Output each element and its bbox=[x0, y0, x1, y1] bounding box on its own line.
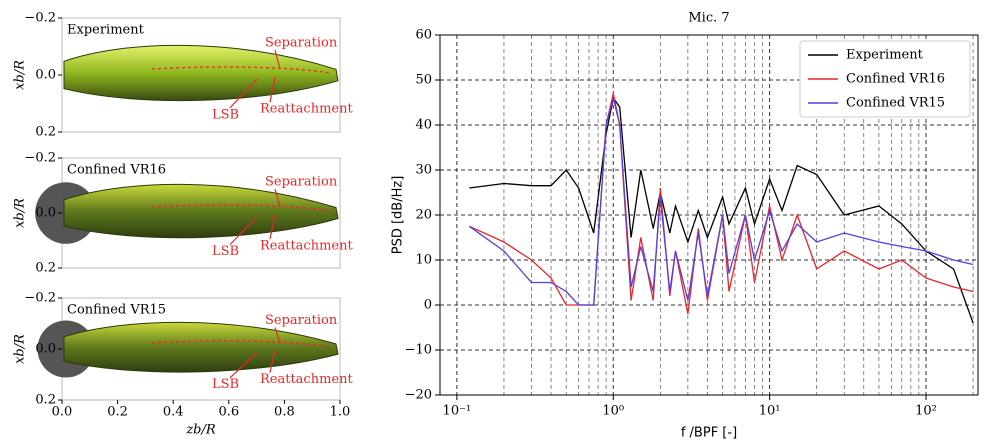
y-axis-label: xb/R bbox=[13, 60, 28, 90]
blade-surface bbox=[63, 183, 339, 239]
y-tick-label: 0.2 bbox=[35, 393, 56, 408]
y-tick-label: 50 bbox=[415, 73, 432, 88]
y-tick-label: 20 bbox=[415, 208, 432, 223]
x-tick-label: 10⁻¹ bbox=[443, 404, 472, 419]
annotation: LSB bbox=[212, 244, 239, 259]
legend-box bbox=[799, 40, 971, 118]
y-tick-label: −0.2 bbox=[24, 11, 56, 26]
annotation-arrow bbox=[229, 352, 258, 379]
annotation: LSB bbox=[212, 107, 239, 122]
y-tick-label: −10 bbox=[405, 343, 432, 358]
y-tick-label: 0.0 bbox=[35, 206, 56, 221]
annotation-arrow bbox=[269, 350, 276, 373]
blade-surface bbox=[63, 321, 339, 373]
y-tick-label: 0 bbox=[424, 298, 432, 313]
series-line bbox=[469, 93, 974, 315]
chart-title: Mic. 7 bbox=[688, 11, 729, 26]
y-tick-label: 30 bbox=[415, 163, 432, 178]
x-tick-label: 1.0 bbox=[330, 405, 351, 420]
x-axis-label: zb/R bbox=[185, 423, 216, 438]
annotation-arrow bbox=[269, 214, 276, 240]
x-tick-label: 0.4 bbox=[163, 405, 184, 420]
annotation: Reattachment bbox=[260, 372, 353, 387]
annotation-arrow bbox=[274, 189, 281, 208]
annotation-arrow bbox=[274, 327, 281, 344]
series-line bbox=[469, 96, 974, 324]
annotation-arrow bbox=[229, 216, 258, 245]
panel-title: Experiment bbox=[67, 23, 145, 38]
annotation: Reattachment bbox=[260, 239, 353, 254]
x-tick-label: 10² bbox=[915, 404, 937, 419]
y-tick-label: 0.2 bbox=[35, 261, 56, 276]
x-tick-label: 0.0 bbox=[52, 405, 73, 420]
x-tick-label: 10¹ bbox=[759, 404, 781, 419]
separation-line bbox=[151, 340, 331, 348]
legend-label: Confined VR16 bbox=[846, 72, 945, 87]
x-tick-label: 0.6 bbox=[218, 405, 239, 420]
annotation-arrow bbox=[269, 76, 276, 103]
series-line bbox=[468, 97, 974, 306]
annotation: Separation bbox=[265, 175, 338, 190]
x-tick-label: 0.8 bbox=[274, 405, 295, 420]
y-tick-label: −0.2 bbox=[24, 151, 56, 166]
x-tick-label: 0.2 bbox=[107, 405, 128, 420]
y-tick-label: 60 bbox=[415, 28, 432, 43]
y-tick-label: 0.0 bbox=[35, 342, 56, 357]
legend-label: Experiment bbox=[846, 48, 924, 63]
y-tick-label: −0.2 bbox=[24, 291, 56, 306]
panel-title: Confined VR16 bbox=[67, 163, 166, 178]
annotation-arrow bbox=[229, 78, 258, 109]
annotation: Separation bbox=[265, 36, 338, 51]
blade-surface bbox=[63, 44, 339, 102]
panel-title: Confined VR15 bbox=[67, 303, 166, 318]
legend-label: Confined VR15 bbox=[846, 96, 945, 111]
x-tick-label: 10⁰ bbox=[602, 404, 624, 419]
annotation-arrow bbox=[274, 49, 281, 70]
annotation: LSB bbox=[212, 377, 239, 392]
y-axis-label: xb/R bbox=[13, 334, 28, 364]
y-tick-label: 0.2 bbox=[35, 125, 56, 140]
y-tick-label: 10 bbox=[415, 253, 432, 268]
y-tick-label: 40 bbox=[415, 118, 432, 133]
y-axis-label: xb/R bbox=[13, 198, 28, 228]
y-tick-label: 0.0 bbox=[35, 68, 56, 83]
separation-line bbox=[151, 204, 331, 212]
x-axis-label: f /BPF [-] bbox=[681, 426, 737, 441]
annotation: Reattachment bbox=[260, 102, 353, 117]
plot-frame bbox=[439, 34, 979, 396]
y-axis-label: PSD [dB/Hz] bbox=[391, 176, 406, 255]
annotation: Separation bbox=[265, 313, 338, 328]
y-tick-label: −20 bbox=[405, 388, 432, 403]
separation-line bbox=[151, 66, 331, 74]
